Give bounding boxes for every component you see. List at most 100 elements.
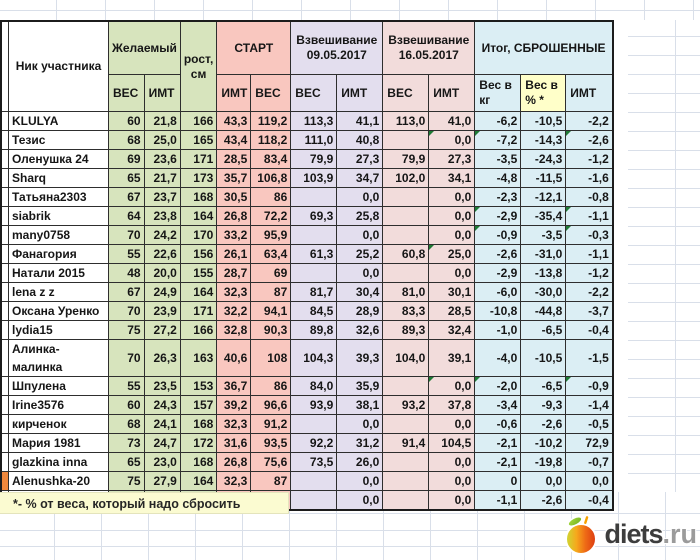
value-cell[interactable]: 87 (250, 471, 292, 491)
value-cell[interactable]: 69 (250, 263, 292, 283)
cutoff-cell[interactable] (0, 149, 9, 169)
value-cell[interactable]: -31,0 (520, 244, 567, 264)
value-cell[interactable]: 24,2 (143, 225, 181, 245)
cutoff-cell[interactable] (0, 206, 9, 226)
participant-name-cell[interactable]: lena z z (8, 282, 109, 302)
value-cell[interactable]: -12,1 (520, 187, 567, 207)
value-cell[interactable]: 163 (179, 339, 218, 377)
participant-name-cell[interactable]: Тезис (8, 130, 109, 150)
value-cell[interactable]: 103,9 (290, 168, 338, 188)
cutoff-cell[interactable] (0, 263, 9, 283)
value-cell[interactable]: -0,4 (565, 320, 614, 340)
value-cell[interactable]: 22,6 (143, 244, 181, 264)
value-cell[interactable]: 75 (108, 471, 145, 491)
value-cell[interactable]: 89,3 (382, 320, 430, 340)
group-header-total-lost[interactable]: Итог, СБРОШЕННЫЕ (474, 20, 614, 75)
value-cell[interactable]: 69,3 (290, 206, 338, 226)
value-cell[interactable]: 79,9 (382, 149, 430, 169)
value-cell[interactable]: 153 (179, 376, 218, 396)
value-cell[interactable]: -24,3 (520, 149, 567, 169)
value-cell[interactable]: 67 (108, 282, 145, 302)
value-cell[interactable]: -1,2 (565, 149, 614, 169)
cutoff-cell[interactable] (0, 414, 9, 434)
value-cell[interactable] (382, 376, 430, 396)
value-cell[interactable]: 36,7 (216, 376, 252, 396)
value-cell[interactable]: 55 (108, 376, 145, 396)
value-cell[interactable]: 171 (179, 149, 218, 169)
value-cell[interactable] (382, 263, 430, 283)
value-cell[interactable]: 27,9 (143, 471, 181, 491)
value-cell[interactable]: 0,0 (336, 471, 384, 491)
value-cell[interactable] (290, 414, 338, 434)
value-cell[interactable]: 48 (108, 263, 145, 283)
value-cell[interactable]: 0 (474, 471, 522, 491)
value-cell[interactable]: 0,0 (565, 471, 614, 491)
cutoff-cell[interactable] (0, 111, 9, 131)
value-cell[interactable]: 73,5 (290, 452, 338, 472)
value-cell[interactable]: -10,5 (520, 339, 567, 377)
value-cell[interactable]: 25,8 (336, 206, 384, 226)
value-cell[interactable]: 0,0 (336, 187, 384, 207)
value-cell[interactable]: -2,0 (474, 376, 522, 396)
value-cell[interactable]: 0,0 (336, 414, 384, 434)
cutoff-cell[interactable] (0, 433, 9, 453)
value-cell[interactable] (290, 263, 338, 283)
value-cell[interactable]: 156 (179, 244, 218, 264)
value-cell[interactable]: 0,0 (428, 263, 476, 283)
value-cell[interactable]: 111,0 (290, 130, 338, 150)
cutoff-cell[interactable] (0, 130, 9, 150)
value-cell[interactable]: 87 (250, 282, 292, 302)
participant-name-cell[interactable]: Натали 2015 (8, 263, 109, 283)
value-cell[interactable] (290, 225, 338, 245)
value-cell[interactable]: -30,0 (520, 282, 567, 302)
value-cell[interactable]: 84,5 (290, 301, 338, 321)
participant-name-cell[interactable]: glazkina inna (8, 452, 109, 472)
value-cell[interactable]: 113,3 (290, 111, 338, 131)
value-cell[interactable]: -6,2 (474, 111, 522, 131)
value-cell[interactable]: 43,4 (216, 130, 252, 150)
value-cell[interactable] (290, 490, 338, 511)
participant-name-cell[interactable]: Alenushka-20 (8, 471, 109, 491)
value-cell[interactable]: -44,8 (520, 301, 567, 321)
value-cell[interactable]: 86 (250, 376, 292, 396)
value-cell[interactable]: -0,9 (474, 225, 522, 245)
value-cell[interactable]: -2,6 (520, 490, 567, 511)
value-cell[interactable]: 104,5 (428, 433, 476, 453)
value-cell[interactable]: 92,2 (290, 433, 338, 453)
value-cell[interactable]: 30,1 (428, 282, 476, 302)
value-cell[interactable]: 0,0 (336, 490, 384, 511)
cutoff-cell[interactable] (0, 187, 9, 207)
cutoff-cell[interactable] (0, 452, 9, 472)
value-cell[interactable]: 0,0 (428, 187, 476, 207)
participant-name-cell[interactable]: Оленушка 24 (8, 149, 109, 169)
value-cell[interactable]: 75,6 (250, 452, 292, 472)
value-cell[interactable]: 67 (108, 187, 145, 207)
value-cell[interactable]: 55 (108, 244, 145, 264)
value-cell[interactable]: 40,6 (216, 339, 252, 377)
column-header-participant[interactable]: Ник участника (8, 20, 109, 112)
value-cell[interactable]: 24,1 (143, 414, 181, 434)
value-cell[interactable]: -1,2 (565, 263, 614, 283)
value-cell[interactable]: -1,1 (474, 490, 522, 511)
value-cell[interactable]: -0,7 (565, 452, 614, 472)
value-cell[interactable]: 26,1 (216, 244, 252, 264)
value-cell[interactable]: 35,9 (336, 376, 384, 396)
value-cell[interactable]: 65 (108, 168, 145, 188)
value-cell[interactable] (382, 187, 430, 207)
value-cell[interactable]: -0,9 (565, 376, 614, 396)
value-cell[interactable]: -2,6 (565, 130, 614, 150)
participant-name-cell[interactable]: Шпулена (8, 376, 109, 396)
column-header-start-bmi[interactable]: ИМТ (216, 74, 252, 112)
value-cell[interactable]: 170 (179, 225, 218, 245)
cutoff-cell[interactable] (0, 282, 9, 302)
value-cell[interactable] (382, 490, 430, 511)
participant-name-cell[interactable]: Алинка-малинка (8, 339, 109, 377)
value-cell[interactable]: 32,8 (216, 320, 252, 340)
value-cell[interactable]: 0,0 (428, 225, 476, 245)
value-cell[interactable] (290, 187, 338, 207)
value-cell[interactable]: 32,3 (216, 282, 252, 302)
value-cell[interactable]: 0,0 (336, 225, 384, 245)
participant-name-cell[interactable]: KLULYA (8, 111, 109, 131)
participant-name-cell[interactable]: Мария 1981 (8, 433, 109, 453)
cutoff-cell[interactable] (0, 301, 9, 321)
